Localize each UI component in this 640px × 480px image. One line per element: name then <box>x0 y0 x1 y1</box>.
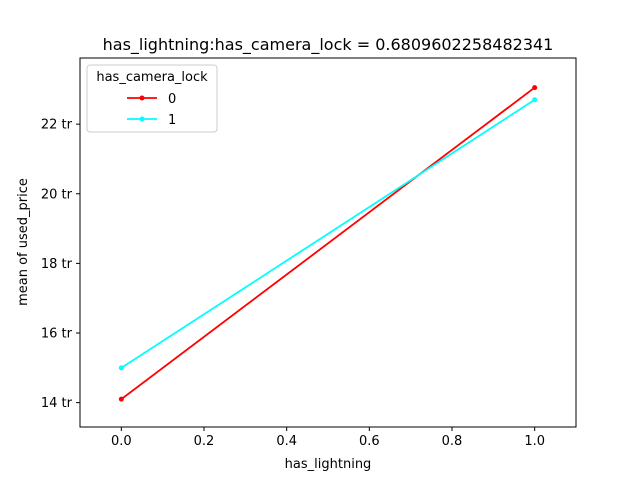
x-axis: 0.0 0.2 0.4 0.6 0.8 1.0 <box>111 427 545 449</box>
series-layer <box>118 85 538 402</box>
y-tick-label: 20 tr <box>41 187 73 202</box>
x-tick-label: 0.8 <box>442 434 463 449</box>
series-0-point <box>118 396 124 402</box>
y-axis-label: mean of used_price <box>16 178 31 306</box>
series-1-line <box>120 99 536 369</box>
y-axis: 14 tr 16 tr 18 tr 20 tr 22 tr <box>41 118 80 411</box>
x-tick-label: 0.0 <box>111 434 132 449</box>
chart-title: has_lightning:has_camera_lock = 0.680960… <box>103 35 554 55</box>
legend-marker-0 <box>139 95 145 101</box>
legend-marker-1 <box>139 116 145 122</box>
y-tick-label: 22 tr <box>41 118 73 133</box>
x-tick-label: 0.6 <box>359 434 380 449</box>
y-tick-label: 16 tr <box>41 327 73 342</box>
series-1-point <box>118 365 124 371</box>
y-tick-label: 18 tr <box>41 257 73 272</box>
series-1-point <box>532 97 538 103</box>
legend-label-0: 0 <box>168 92 176 107</box>
x-tick-label: 0.2 <box>194 434 215 449</box>
x-tick-label: 0.4 <box>276 434 297 449</box>
series-0-point <box>532 85 538 91</box>
legend-label-1: 1 <box>168 113 176 128</box>
legend-title: has_camera_lock <box>96 70 208 85</box>
series-0-line <box>120 86 536 400</box>
y-tick-label: 14 tr <box>41 396 73 411</box>
legend: has_camera_lock 01 <box>86 64 218 133</box>
x-axis-label: has_lightning <box>285 457 372 472</box>
x-tick-label: 1.0 <box>524 434 545 449</box>
legend-items: 01 <box>127 92 176 128</box>
